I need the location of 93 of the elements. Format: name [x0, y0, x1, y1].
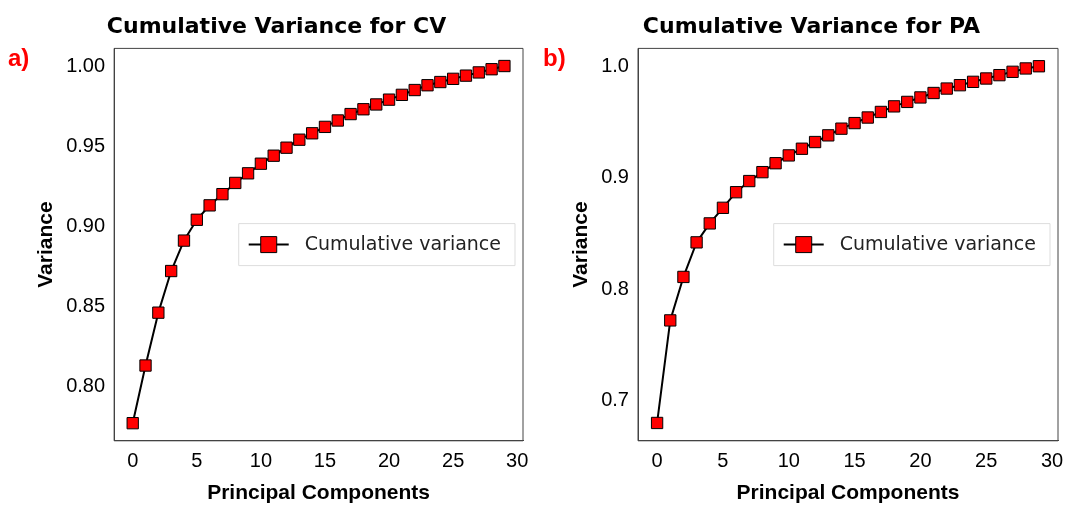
point — [446, 72, 460, 85]
point — [267, 149, 280, 162]
point — [421, 79, 434, 92]
point — [887, 100, 901, 113]
point — [1006, 65, 1019, 78]
point — [808, 135, 822, 149]
x-tick-label: 30 — [506, 449, 529, 472]
point — [993, 69, 1006, 82]
point — [690, 236, 703, 249]
x-tick-label: 30 — [1040, 449, 1064, 472]
point — [395, 88, 409, 101]
point — [472, 66, 485, 79]
x-tick-label: 25 — [975, 449, 998, 472]
point — [756, 165, 769, 179]
point — [848, 116, 861, 130]
y-tick-label: 0.80 — [66, 373, 106, 396]
point — [927, 86, 940, 100]
point — [703, 217, 716, 230]
y-tick-label: 0.8 — [601, 276, 629, 299]
point — [861, 111, 874, 124]
x-tick-label: 15 — [843, 449, 866, 472]
x-axis-title: Principal Components — [736, 480, 960, 504]
x-tick-label: 0 — [127, 449, 139, 472]
point — [1032, 60, 1046, 73]
y-tick-label: 1.00 — [66, 53, 106, 76]
x-tick-label: 5 — [191, 449, 203, 472]
point — [254, 157, 268, 170]
text: a) — [8, 44, 30, 72]
point — [126, 417, 139, 430]
chart-title: Cumulative Variance for CV — [106, 12, 447, 38]
point — [434, 75, 447, 89]
point — [318, 120, 332, 134]
x-tick-label: 20 — [909, 449, 932, 472]
x-tick-label: 15 — [313, 449, 337, 472]
point — [459, 69, 473, 82]
x-tick-label: 25 — [442, 449, 465, 472]
x-tick-label: 10 — [249, 449, 273, 472]
y-axis-title: Variance — [33, 201, 57, 288]
point — [874, 105, 888, 119]
point — [822, 129, 835, 142]
x-tick-label: 20 — [377, 449, 401, 472]
y-tick-label: 0.9 — [601, 165, 629, 188]
point — [835, 122, 848, 135]
point — [408, 83, 421, 97]
legend-label: Cumulative variance — [839, 231, 1036, 254]
point — [331, 114, 344, 127]
x-axis-title: Principal Components — [207, 480, 430, 504]
point — [729, 186, 743, 199]
point — [229, 176, 242, 190]
point — [901, 95, 914, 109]
point — [485, 63, 498, 76]
y-tick-label: 1.0 — [601, 53, 629, 76]
point — [177, 234, 191, 247]
point — [782, 149, 795, 162]
point — [357, 103, 370, 116]
point — [152, 306, 165, 319]
point — [940, 82, 953, 95]
point — [306, 127, 319, 140]
point — [1019, 62, 1032, 75]
point — [216, 187, 229, 201]
y-tick-label: 0.85 — [66, 293, 106, 316]
point — [677, 270, 690, 284]
point — [293, 133, 306, 146]
x-tick-label: 10 — [777, 449, 800, 472]
point — [241, 167, 255, 180]
point — [966, 75, 980, 88]
y-axis-title: Variance — [568, 201, 592, 288]
point — [139, 359, 152, 372]
point — [795, 142, 809, 155]
point — [743, 174, 756, 188]
point — [664, 314, 677, 327]
point — [650, 416, 664, 430]
point — [165, 264, 178, 278]
point — [769, 157, 782, 170]
x-tick-label: 0 — [651, 449, 663, 472]
point — [980, 72, 993, 85]
x-tick-label: 5 — [717, 449, 729, 472]
point — [382, 93, 396, 106]
point — [370, 98, 383, 111]
point — [914, 91, 927, 104]
point — [344, 107, 357, 121]
point — [203, 199, 216, 212]
point — [716, 201, 730, 214]
point — [498, 59, 511, 73]
legend-label: Cumulative variance — [304, 231, 501, 254]
chart-title: Cumulative Variance for PA — [642, 12, 981, 38]
text: b) — [543, 44, 566, 72]
y-tick-label: 0.7 — [601, 388, 629, 411]
point — [190, 213, 203, 226]
y-tick-label: 0.90 — [66, 213, 106, 236]
y-tick-label: 0.95 — [66, 133, 106, 156]
point — [953, 79, 967, 92]
point — [280, 141, 293, 154]
